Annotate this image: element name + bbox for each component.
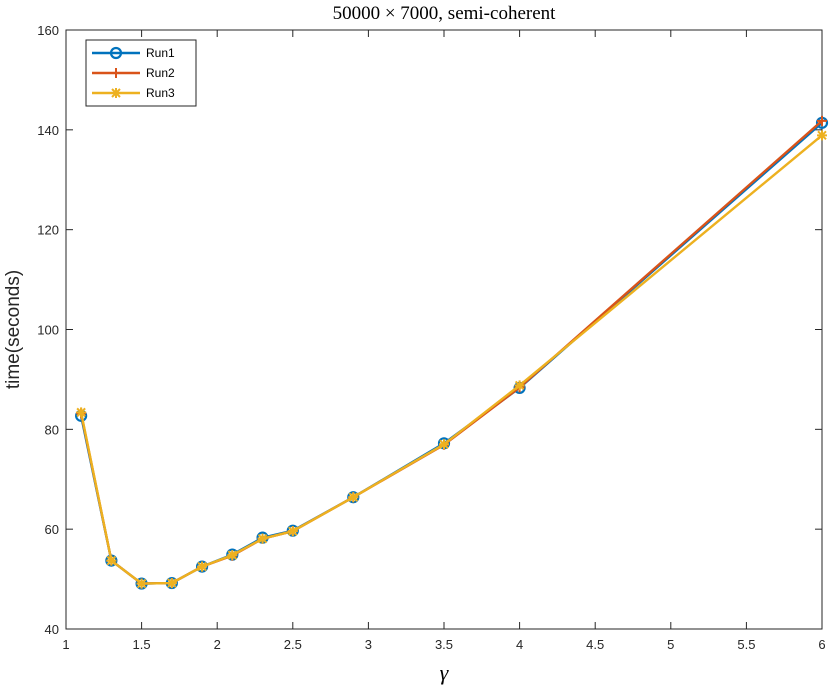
x-tick-label: 6 (818, 637, 825, 652)
legend-item: Run3 (92, 86, 175, 100)
y-tick-label: 140 (37, 123, 59, 138)
series-run3 (76, 130, 827, 589)
plot-area (65, 29, 823, 630)
legend-label: Run3 (146, 86, 175, 100)
legend-marker (111, 68, 121, 78)
x-tick-label: 1 (62, 637, 69, 652)
y-tick-label: 60 (45, 522, 59, 537)
data-point (257, 533, 268, 544)
x-axis-label: γ (440, 660, 450, 685)
y-tick-label: 160 (37, 23, 59, 38)
data-point (136, 578, 147, 589)
data-point (514, 380, 525, 391)
legend-label: Run2 (146, 66, 175, 80)
y-tick-label: 120 (37, 223, 59, 238)
data-point (227, 550, 238, 561)
x-tick-label: 3 (365, 637, 372, 652)
data-point (106, 555, 117, 566)
legend-label: Run1 (146, 46, 175, 60)
x-tick-label: 1.5 (133, 637, 151, 652)
legend-item: Run1 (92, 46, 175, 60)
series-layer (75, 115, 829, 590)
x-tick-label: 3.5 (435, 637, 453, 652)
y-tick-label: 80 (45, 422, 59, 437)
y-tick-label: 100 (37, 323, 59, 338)
x-tick-label: 2 (214, 637, 221, 652)
legend: Run1 Run2 Run3 (85, 39, 197, 107)
x-tick-label: 5.5 (737, 637, 755, 652)
legend-marker (109, 46, 123, 60)
chart-title: 50000 × 7000, semi-coherent (333, 3, 557, 24)
y-axis-label: time(seconds) (3, 270, 24, 389)
data-point (439, 439, 449, 450)
data-point (348, 492, 359, 503)
x-tick-label: 4 (516, 637, 523, 652)
y-axis: 40 60 80 100 120 140 160 (37, 23, 822, 637)
data-point (76, 407, 87, 418)
data-point (166, 578, 177, 589)
data-point (287, 526, 298, 537)
data-point (817, 130, 827, 141)
x-axis: 1 1.5 2 2.5 3 3.5 4 4.5 5 5.5 6 (62, 30, 826, 652)
series-line (79, 134, 823, 585)
data-point (197, 561, 208, 572)
x-tick-label: 5 (667, 637, 674, 652)
x-tick-label: 4.5 (586, 637, 604, 652)
y-tick-label: 40 (45, 622, 59, 637)
legend-item: Run2 (92, 66, 175, 80)
x-tick-label: 2.5 (284, 637, 302, 652)
data-point (817, 115, 827, 126)
legend-marker (111, 88, 121, 98)
